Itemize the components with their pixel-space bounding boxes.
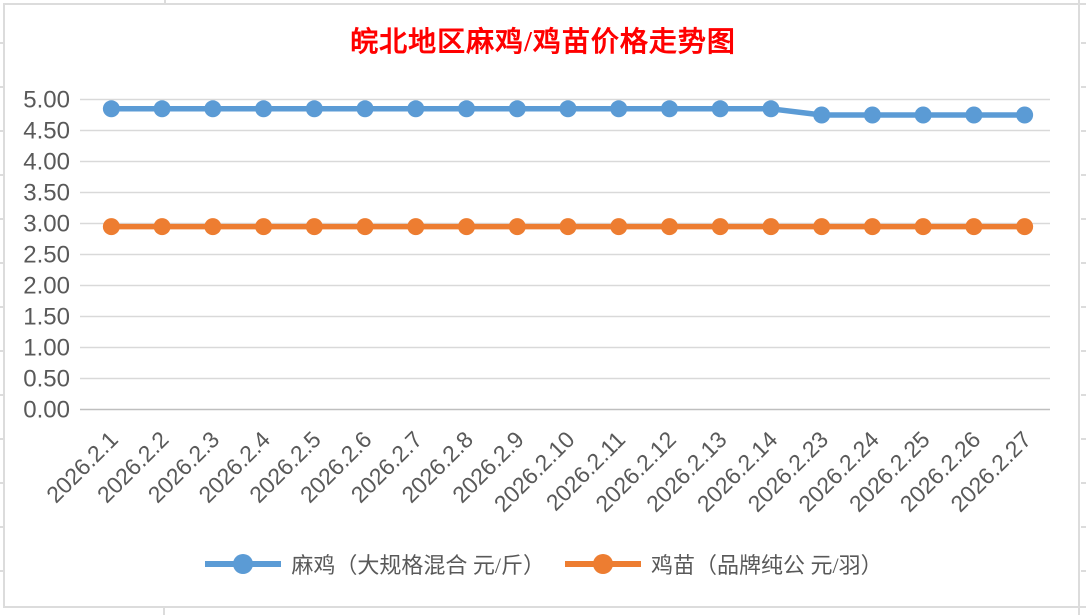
data-point-series-1 [863, 218, 881, 236]
data-point-series-0 [508, 100, 526, 118]
y-axis-tick-label: 0.50 [23, 366, 70, 393]
spreadsheet-row-ticks-left [0, 0, 3, 600]
spreadsheet-column-tick-bottom [163, 607, 165, 615]
spreadsheet-gridline-right [1078, 0, 1080, 615]
spreadsheet-gridline-top [4, 3, 1086, 5]
y-axis-tick-label: 1.50 [23, 304, 70, 331]
legend-marker-blue [205, 554, 282, 574]
data-point-series-0 [610, 100, 628, 118]
spreadsheet-gridline-left [3, 3, 5, 608]
data-point-series-1 [762, 218, 780, 236]
y-axis-tick-label: 4.50 [23, 118, 70, 145]
data-point-series-1 [559, 218, 577, 236]
data-point-series-0 [356, 100, 374, 118]
legend-label-majj: 麻鸡（大规格混合 元/斤） [291, 553, 545, 578]
data-point-series-0 [914, 106, 932, 124]
data-point-series-1 [102, 218, 120, 236]
data-point-series-1 [508, 218, 526, 236]
y-axis-tick-label: 0.00 [23, 397, 70, 424]
data-point-series-0 [305, 100, 323, 118]
data-point-series-1 [204, 218, 222, 236]
data-point-series-1 [356, 218, 374, 236]
data-point-series-0 [153, 100, 171, 118]
spreadsheet-row-ticks-right [1081, 0, 1086, 610]
data-point-series-0 [965, 106, 983, 124]
data-point-series-1 [711, 218, 729, 236]
y-axis-tick-label: 3.50 [23, 180, 70, 207]
data-point-series-0 [102, 100, 120, 118]
y-axis-tick-label: 2.50 [23, 242, 70, 269]
data-point-series-1 [965, 218, 983, 236]
data-point-series-1 [407, 218, 425, 236]
chart-legend: 麻鸡（大规格混合 元/斤） 鸡苗（品牌纯公 元/羽） [0, 548, 1086, 580]
data-point-series-0 [559, 100, 577, 118]
data-point-series-1 [914, 218, 932, 236]
data-point-series-0 [762, 100, 780, 118]
data-point-series-0 [660, 100, 678, 118]
data-point-series-1 [458, 218, 476, 236]
data-point-series-0 [204, 100, 222, 118]
legend-marker-orange [565, 554, 641, 574]
y-axis-tick-label: 4.00 [23, 149, 70, 176]
data-point-series-0 [407, 100, 425, 118]
legend-dot-orange [593, 554, 613, 574]
spreadsheet-gridline-bottom [4, 606, 1086, 608]
data-point-series-0 [458, 100, 476, 118]
chart-title: 皖北地区麻鸡/鸡苗价格走势图 [350, 27, 736, 58]
data-point-series-0 [813, 106, 831, 124]
data-point-series-1 [660, 218, 678, 236]
data-point-series-0 [711, 100, 729, 118]
data-point-series-1 [610, 218, 628, 236]
y-axis-tick-label: 3.00 [23, 211, 70, 238]
legend-label-jimiao: 鸡苗（品牌纯公 元/羽） [651, 553, 883, 578]
data-point-series-0 [255, 100, 273, 118]
data-point-series-1 [255, 218, 273, 236]
data-point-series-1 [305, 218, 323, 236]
spreadsheet-column-tick-top [164, 0, 166, 4]
y-axis-tick-label: 1.00 [23, 335, 70, 362]
data-point-series-1 [153, 218, 171, 236]
data-point-series-0 [1016, 106, 1034, 124]
y-axis-tick-label: 5.00 [23, 87, 70, 114]
legend-item-jimiao: 鸡苗（品牌纯公 元/羽） [563, 548, 883, 580]
data-point-series-1 [1016, 218, 1034, 236]
legend-item-majj: 麻鸡（大规格混合 元/斤） [203, 548, 545, 580]
y-axis-tick-label: 2.00 [23, 273, 70, 300]
legend-dot-blue [233, 554, 254, 574]
data-point-series-0 [863, 106, 881, 124]
data-point-series-1 [813, 218, 831, 236]
